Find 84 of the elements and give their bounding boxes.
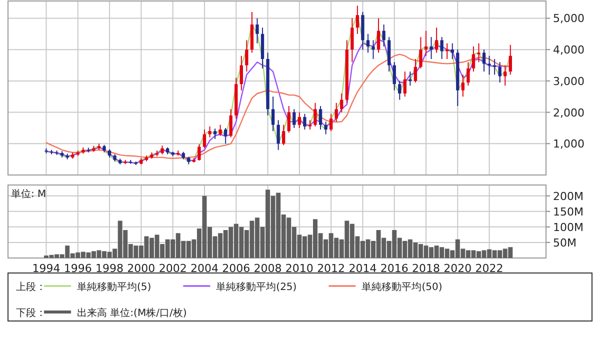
candlestick [498,62,502,84]
x-tick-label: 2008 [254,262,282,275]
candlestick [324,121,328,135]
candlestick [398,80,402,100]
candlestick [340,92,344,113]
y-tick-label: 2,000 [553,106,584,120]
candlestick [488,55,491,76]
candlestick [208,126,212,138]
x-tick-label: 2002 [158,262,187,275]
candlestick [198,144,201,162]
line-series [46,14,511,164]
x-tick-label: 2000 [127,262,156,275]
candlestick [414,58,418,84]
y-tick-label: 4,000 [553,44,584,57]
x-tick-label: 2012 [317,262,346,275]
candlestick [271,96,275,132]
candlestick [245,40,248,72]
candlestick [329,113,333,132]
x-tick-label: 2010 [285,262,314,275]
candlestick [508,44,512,76]
candlestick [276,120,280,150]
candlestick [202,129,206,149]
y-tick-label: 150M [553,205,584,218]
x-tick-label: 2020 [444,262,472,275]
candlestick [298,112,301,128]
candlestick [446,42,449,60]
candlestick [303,113,306,130]
candlestick [334,102,338,122]
candlestick [229,108,232,138]
legend-label: 出来高 単位:(M株/口/枚) [77,307,187,319]
candlestick [240,55,243,91]
legend-title: 上段： [16,281,46,293]
x-tick-label: 1998 [96,262,124,275]
candlestick [287,106,290,134]
y-axis-title: 単位: M [11,188,46,200]
candlestick [366,33,370,54]
x-tick-label: 2016 [380,262,408,275]
candlestick [440,36,444,60]
legend-label: 単純移動平均(50) [362,281,442,293]
candlestick [382,24,386,47]
candlestick [372,40,375,60]
x-tick-label: 2018 [412,262,440,275]
y-tick-label: 1,000 [553,138,584,151]
y-tick-label: 200M [553,190,584,203]
candlestick [218,124,222,136]
candlestick [430,36,433,60]
x-tick-label: 2022 [475,262,504,275]
candlestick [403,71,406,98]
candlestick [408,71,412,86]
y-tick-label: 3,000 [553,74,584,88]
candlestick [492,58,496,76]
candlestick [314,102,317,127]
candlestick [419,36,422,69]
candlestick [434,27,438,54]
y-tick-label: 100M [553,220,584,234]
candlestick [461,74,465,98]
x-tick-label: 2014 [348,262,377,275]
candlestick [224,127,228,144]
candlestick [318,106,322,130]
candlestick [504,64,507,86]
candlestick [356,5,360,34]
candlestick [392,62,396,91]
candlestick [350,18,354,63]
candlestick [376,18,380,54]
legend-label: 単純移動平均(25) [216,281,297,293]
candlestick [472,46,476,72]
candlestick [466,62,470,86]
candlestick [482,49,486,72]
x-tick-label: 1994 [32,262,60,275]
candlestick [292,108,296,128]
x-tick-label: 2004 [190,262,218,275]
candlestick [282,124,286,146]
candlestick [213,128,217,140]
candlestick [256,18,259,44]
legend-label: 単純移動平均(5) [77,281,152,293]
candlestick [424,30,428,56]
candlestick [450,42,454,60]
y-tick-label: 50M [553,236,576,250]
x-tick-label: 2006 [222,262,250,275]
y-tick-label: 5,000 [553,12,584,26]
x-tick-label: 1996 [64,262,92,275]
legend-title: 下段： [16,307,46,319]
candlestick [477,42,480,63]
candlestick [308,120,312,130]
